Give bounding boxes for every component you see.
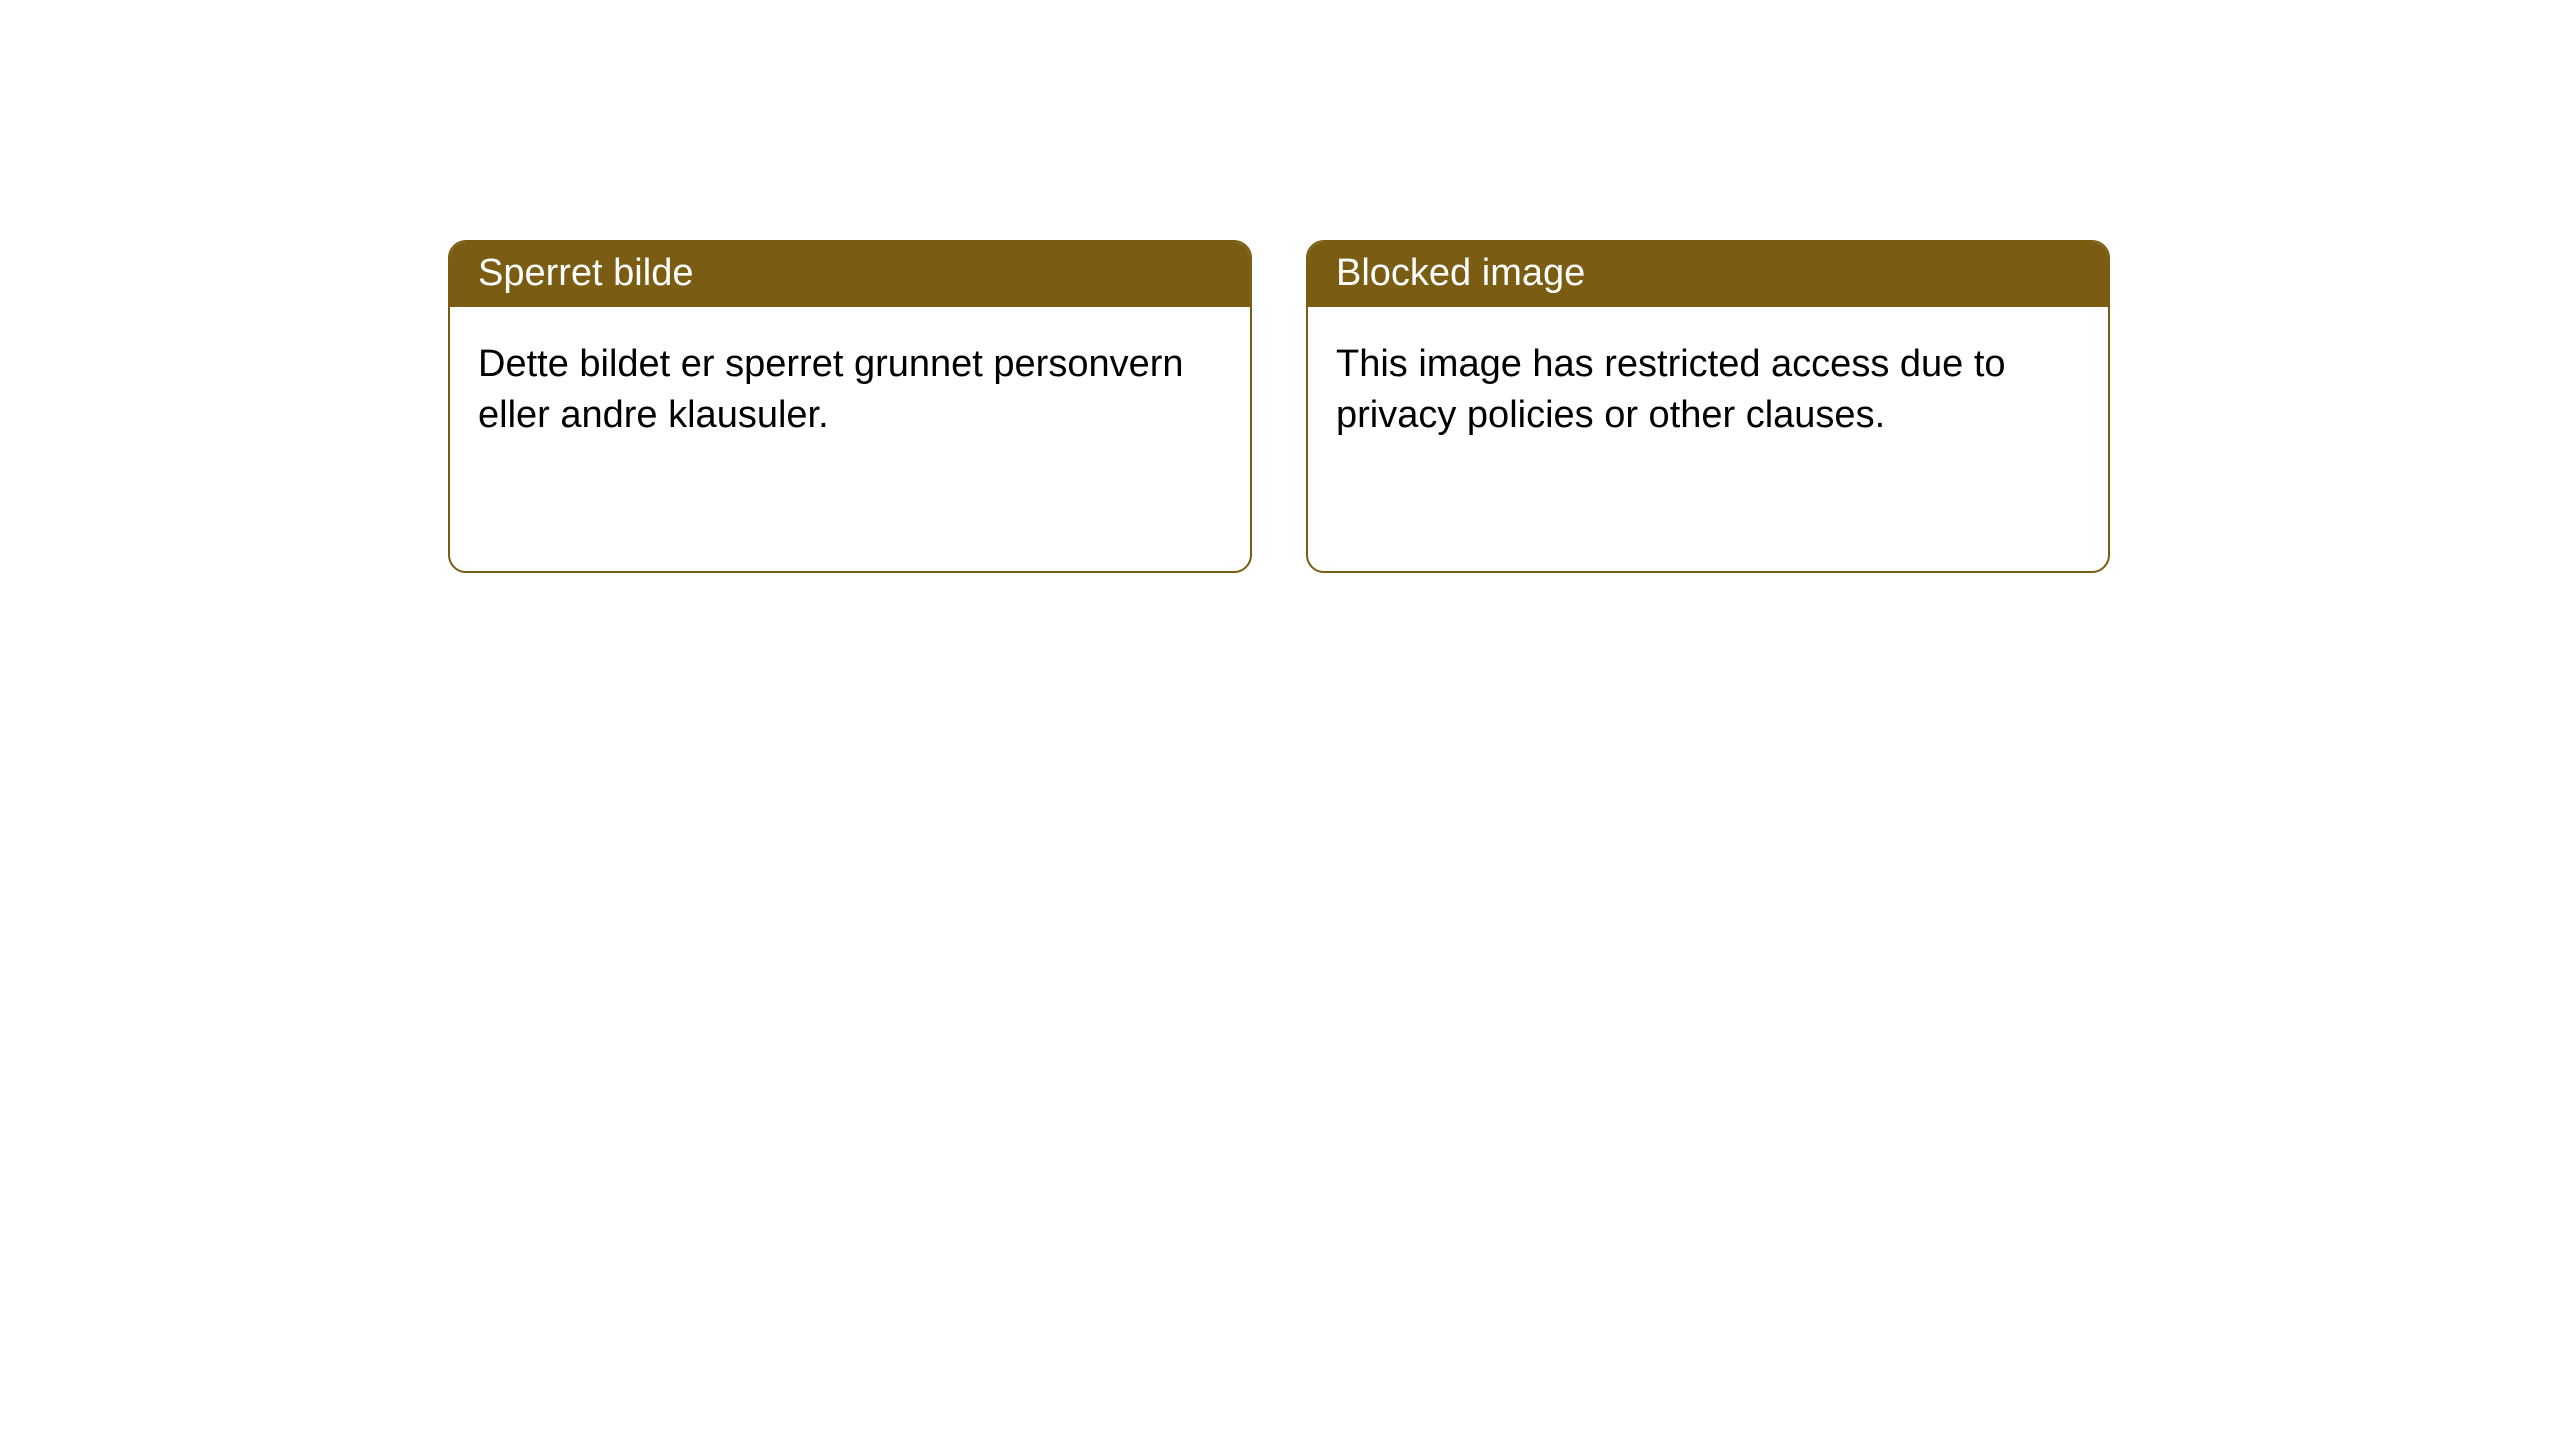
- card-container: Sperret bilde Dette bildet er sperret gr…: [0, 0, 2560, 573]
- blocked-image-card-en: Blocked image This image has restricted …: [1306, 240, 2110, 573]
- card-message-no: Dette bildet er sperret grunnet personve…: [478, 343, 1184, 436]
- card-title-en: Blocked image: [1336, 252, 1585, 294]
- card-body-en: This image has restricted access due to …: [1308, 307, 2108, 474]
- card-title-no: Sperret bilde: [478, 252, 693, 294]
- blocked-image-card-no: Sperret bilde Dette bildet er sperret gr…: [448, 240, 1252, 573]
- card-header-en: Blocked image: [1308, 242, 2108, 307]
- card-message-en: This image has restricted access due to …: [1336, 343, 2006, 436]
- card-header-no: Sperret bilde: [450, 242, 1250, 307]
- card-body-no: Dette bildet er sperret grunnet personve…: [450, 307, 1250, 474]
